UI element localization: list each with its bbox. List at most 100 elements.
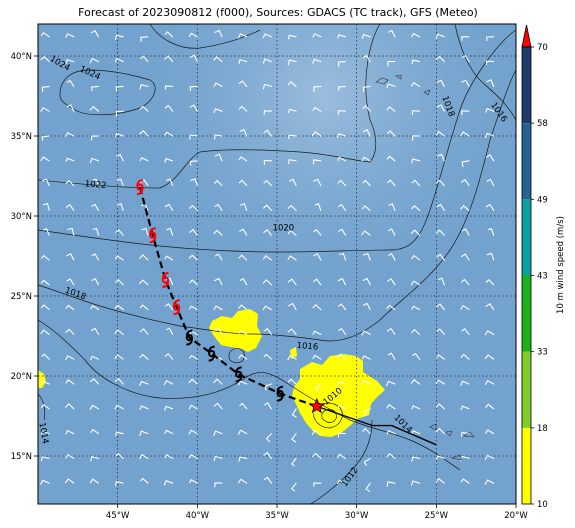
wind-barb [288,302,297,311]
wind-barb [436,253,445,261]
wind-barb [314,203,322,211]
wind-barb [214,482,223,488]
wind-barb [287,355,297,361]
wind-barb [140,477,149,484]
wind-barb [189,479,198,484]
colorbar-extend-arrow [521,24,532,48]
wind-barb [40,430,50,436]
wind-barb [313,253,322,261]
wind-barb [139,328,149,335]
wind-barb [40,106,50,112]
wind-barb [461,54,470,63]
wind-barb [188,429,198,435]
wind-barb [164,55,174,63]
wind-barb [361,156,371,162]
wind-barb [287,81,297,87]
wind-barb [189,54,198,63]
wind-barb [337,179,347,187]
wind-barb [312,330,322,335]
wind-barb [115,481,124,487]
wind-barb [114,34,124,41]
wind-barb [139,304,149,311]
isobar-lines [38,24,516,504]
wind-barb [139,353,149,360]
wind-barb [336,353,347,360]
wind-barb [65,157,75,162]
wind-barb [189,85,198,92]
wind-barb [312,58,322,64]
wind-barb [65,355,75,361]
wind-barb [41,85,50,92]
wind-barb [65,379,75,385]
wind-barb [65,403,75,410]
wind-barb [214,277,223,286]
wind-barb [90,355,100,361]
wind-barb [262,305,272,311]
islands [375,74,475,461]
wind-barb [291,482,297,492]
wind-barb [287,108,297,114]
wind-barb [460,304,470,311]
wind-barb [139,454,149,460]
wind-barb [438,277,445,286]
wind-barb [336,453,347,459]
wind-barb [90,378,100,385]
wind-barb [40,156,50,162]
wind-barb [42,227,50,236]
wind-barb [436,455,445,460]
wind-barb [460,278,470,286]
wind-barb [139,380,149,387]
wind-barb [387,179,396,187]
wind-barb [90,456,100,462]
wind-barb [114,329,124,335]
wind-barb [239,402,248,410]
wind-barb [213,179,223,187]
wind-barb [386,155,396,162]
wind-barb [337,303,347,311]
wind-barb [411,328,421,335]
wind-barb [337,381,347,387]
wind-barb [89,478,100,484]
wind-barb [65,179,75,187]
wind-barb [166,178,174,187]
wind-barb [164,255,174,261]
wind-barb [386,304,396,311]
wind-barb [90,305,100,311]
wind-barb [89,404,100,410]
wind-barb [166,327,174,335]
wind-barb [213,305,223,311]
wind-barb [436,354,445,360]
colorbar-segment [522,199,531,276]
wind-barb [411,179,421,187]
wind-barb [460,405,470,411]
wind-barb [313,482,322,487]
wind-barb [164,405,174,411]
wind-barb [189,104,198,112]
colorbar-segment [522,427,531,504]
wind-barb [40,479,50,485]
colorbar-segment [522,351,531,428]
wind-barb [114,57,124,63]
isobar-label: 1022 [84,179,106,191]
wind-barb [90,29,100,38]
wind-barb [66,252,75,261]
wind-barb [312,354,322,360]
wind-barb [362,427,371,435]
wind-barb [114,255,124,261]
wind-barb [411,305,421,311]
wind-barb [263,327,272,335]
wind-barb [214,203,223,211]
wind-barb [41,135,50,141]
wind-barb [291,433,297,443]
wind-barb [460,478,470,484]
wind-barb [363,457,371,466]
wind-barb [362,277,371,286]
isobar-label: 1014 [36,422,50,445]
wind-barb [337,61,347,68]
wind-barb [411,456,421,462]
wind-barb [435,403,445,410]
wind-barb [485,132,495,139]
wind-barb [291,457,297,467]
wind-barb [140,55,149,63]
wind-barb [114,304,124,311]
